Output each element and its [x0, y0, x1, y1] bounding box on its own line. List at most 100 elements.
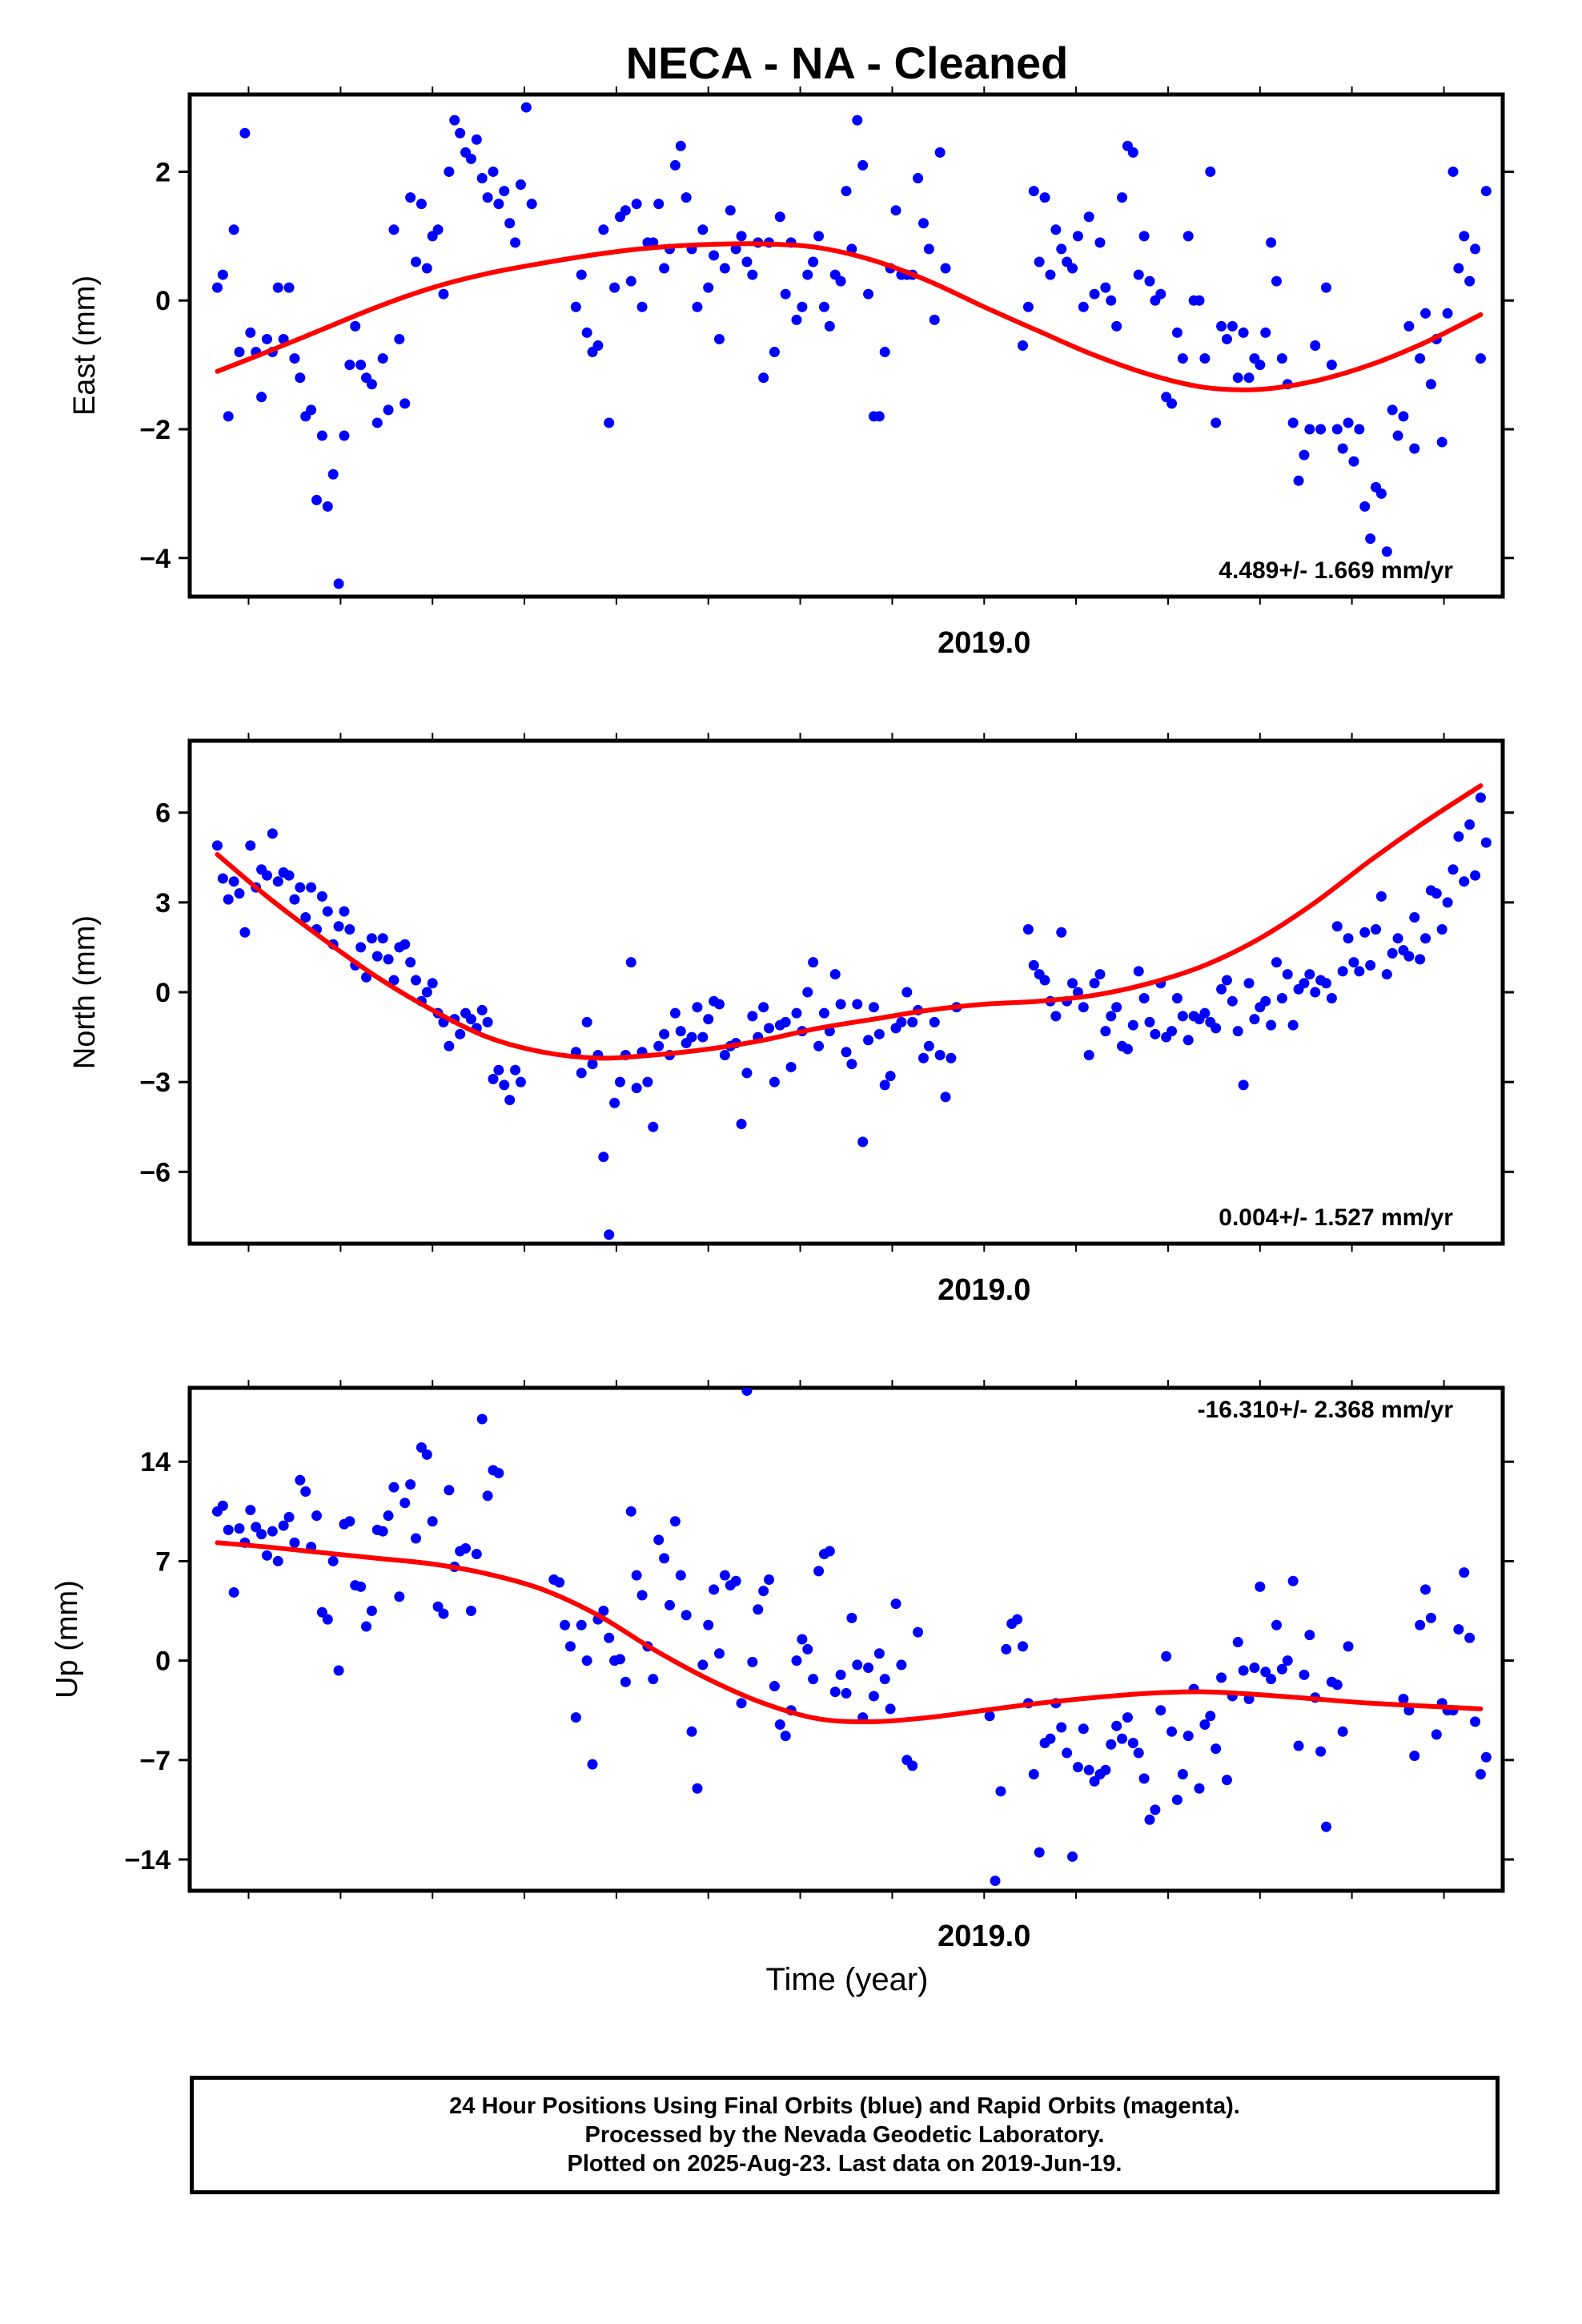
chart-2-point-85	[681, 1610, 692, 1621]
chart-1-point-14	[289, 894, 300, 905]
chart-2-point-90	[709, 1584, 720, 1595]
chart-2-point-174	[1171, 1794, 1182, 1805]
chart-0-point-32	[388, 224, 400, 235]
chart-0-point-87	[692, 301, 703, 312]
chart-1-point-150	[1039, 975, 1050, 986]
chart-1-point-213	[1387, 947, 1398, 959]
chart-0-point-109	[813, 231, 825, 242]
chart-1-point-44	[455, 1028, 466, 1039]
chart-1-point-193	[1276, 992, 1287, 1003]
chart-2-point-171	[1155, 1705, 1166, 1716]
chart-0-point-181	[1211, 417, 1222, 428]
chart-2-point-13	[283, 1511, 295, 1522]
footer-line-3: Plotted on 2025-Aug-23. Last data on 201…	[567, 2151, 1122, 2177]
chart-2-point-46	[465, 1606, 476, 1617]
chart-1-point-162	[1106, 1011, 1117, 1022]
chart-1-point-218	[1415, 954, 1426, 965]
chart-2-point-121	[879, 1674, 890, 1685]
chart-0-point-51	[493, 199, 504, 210]
chart-1-point-176	[1182, 1035, 1194, 1046]
chart-1-point-101	[769, 1076, 780, 1088]
chart-1-point-124	[896, 1016, 907, 1027]
chart-2-point-203	[1331, 1679, 1343, 1691]
chart-2-point-12	[278, 1520, 289, 1531]
chart-0-point-169	[1144, 275, 1155, 287]
chart-1-point-30	[377, 933, 388, 944]
chart-0-frame	[187, 92, 1505, 599]
chart-2-point-51	[493, 1467, 504, 1478]
chart-0-point-130	[929, 314, 940, 325]
chart-1-point-80	[653, 1040, 665, 1051]
chart-0-point-153	[1056, 243, 1067, 255]
chart-1-point-108	[808, 957, 819, 968]
chart-0-point-224	[1447, 166, 1459, 177]
chart-2-point-64	[564, 1641, 576, 1652]
chart-1-point-117	[857, 1136, 869, 1148]
chart-2-point-20	[322, 1614, 333, 1625]
chart-1-point-132	[940, 1092, 951, 1103]
chart-1-point-9	[261, 870, 272, 881]
chart-0-point-157	[1078, 301, 1089, 312]
chart-1-point-50	[488, 1073, 499, 1084]
chart-0-point-116	[852, 115, 863, 126]
chart-2-point-34	[400, 1498, 411, 1509]
chart-0-point-46	[465, 153, 476, 164]
chart-1-point-170	[1150, 1028, 1161, 1039]
chart-0-point-1	[217, 269, 228, 280]
chart-1-point-87	[692, 1002, 703, 1013]
chart-2-point-126	[907, 1760, 918, 1771]
chart-1-point-181	[1211, 1023, 1222, 1034]
chart-2-point-76	[631, 1570, 642, 1581]
chart-0-point-41	[438, 288, 449, 300]
chart-0-point-106	[797, 301, 808, 312]
chart-0-point-214	[1392, 430, 1403, 441]
chart-0-point-31	[383, 404, 394, 416]
chart-0-point-48	[476, 173, 488, 183]
footer-line-2: Processed by the Nevada Geodetic Laborat…	[584, 2122, 1105, 2148]
chart-1-point-175	[1177, 1011, 1188, 1022]
chart-2-point-186	[1238, 1665, 1249, 1676]
chart-0-ytick-label-3: −4	[139, 544, 171, 574]
chart-1-point-81	[659, 1028, 670, 1039]
chart-1-point-83	[669, 1007, 681, 1019]
chart-0-point-91	[714, 333, 725, 344]
chart-0-point-211	[1375, 488, 1387, 499]
chart-2-point-149	[1034, 1847, 1045, 1858]
chart-2-point-94	[730, 1575, 741, 1586]
chart-2-point-167	[1133, 1747, 1144, 1759]
chart-2-point-159	[1089, 1775, 1100, 1787]
chart-0-point-101	[769, 347, 780, 358]
chart-1-frame	[187, 738, 1505, 1246]
chart-0-point-43	[449, 115, 460, 126]
chart-0-point-25	[350, 320, 361, 332]
chart-1-point-211	[1375, 891, 1387, 902]
chart-2-point-39	[427, 1516, 438, 1527]
chart-2-point-66	[576, 1619, 587, 1630]
chart-0-point-131	[934, 147, 946, 158]
chart-0-point-155	[1067, 263, 1078, 274]
chart-1-point-38	[421, 987, 432, 998]
chart-1-point-97	[747, 1011, 758, 1022]
chart-0-point-40	[432, 224, 444, 235]
chart-0-point-159	[1089, 288, 1100, 300]
chart-0-point-161	[1100, 282, 1111, 293]
chart-1-point-158	[1083, 1050, 1094, 1060]
chart-2-point-181	[1211, 1743, 1222, 1755]
chart-0-point-163	[1111, 320, 1122, 332]
chart-0-point-217	[1409, 443, 1420, 454]
chart-1-y-axis-label: North (mm)	[68, 915, 102, 1069]
chart-1-point-107	[802, 987, 813, 998]
chart-2-point-109	[813, 1566, 825, 1577]
chart-1-point-89	[703, 1014, 714, 1025]
chart-1-point-32	[388, 975, 400, 986]
chart-1-point-110	[818, 1007, 829, 1019]
chart-1-point-54	[510, 1064, 521, 1076]
chart-1-point-68	[587, 1059, 598, 1070]
chart-0-point-168	[1138, 231, 1150, 242]
chart-2-point-68	[587, 1759, 598, 1770]
chart-0-point-213	[1387, 404, 1398, 416]
chart-0-point-44	[455, 127, 466, 139]
chart-2-point-67	[581, 1655, 592, 1667]
chart-1-point-128	[917, 1052, 929, 1063]
chart-1-point-214	[1392, 933, 1403, 944]
